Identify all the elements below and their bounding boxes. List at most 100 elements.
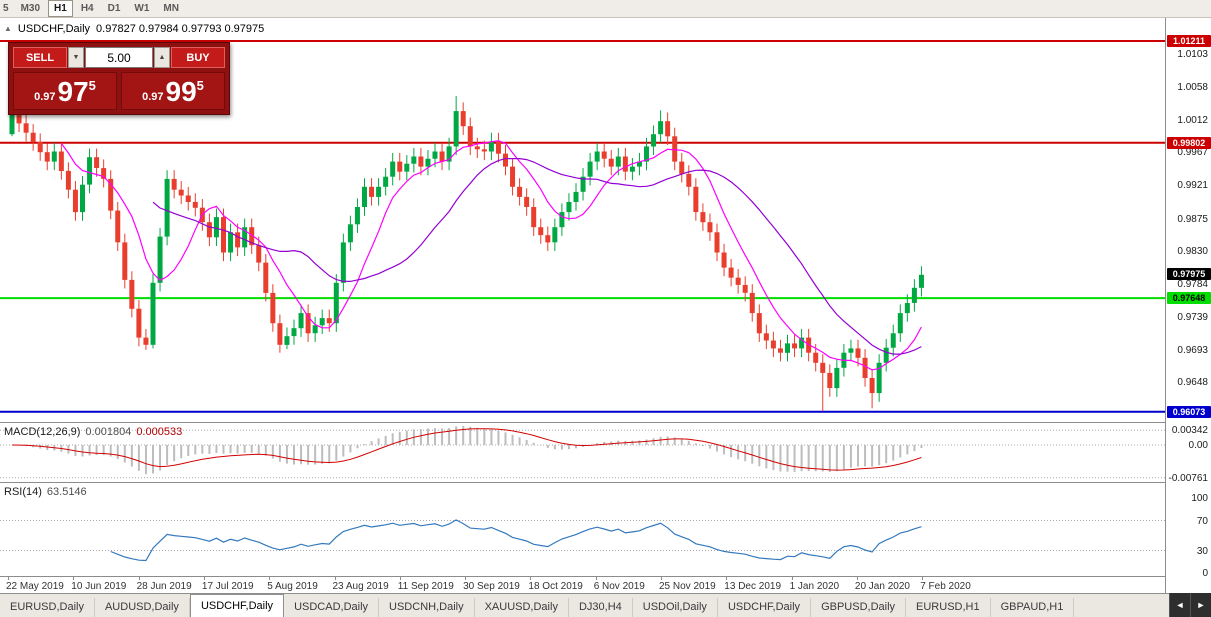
chart-tab-dj30-h4[interactable]: DJ30,H4 [569, 598, 633, 617]
panel-separator[interactable] [0, 576, 1211, 577]
date-tick [856, 577, 858, 580]
buy-price-display[interactable]: 0.97 99 5 [121, 72, 225, 110]
chart-tab-usdcnh-daily[interactable]: USDCNH,Daily [379, 598, 475, 617]
candles [9, 95, 924, 412]
date-label: 11 Sep 2019 [397, 581, 454, 592]
price-axis-label: 0.9784 [1177, 279, 1208, 291]
date-label: 30 Sep 2019 [463, 581, 520, 592]
macd-axis-label: 0.00 [1188, 440, 1208, 451]
timeframe-button-m30[interactable]: M30 [20, 3, 41, 14]
date-label: 18 Oct 2019 [528, 581, 583, 592]
macd-main-value: 0.001804 [85, 426, 132, 438]
one-click-trading-panel: SELL ▼ 5.00 ▲ BUY 0.97 97 5 0.97 99 5 [8, 42, 230, 115]
date-label: 28 Jun 2019 [136, 581, 192, 592]
time-axis[interactable]: 22 May 2019 10 Jun 2019 28 Jun 2019 17 Jul … [0, 577, 1165, 593]
volume-decrease-button[interactable]: ▼ [68, 47, 84, 68]
chart-tab-usdchf-daily[interactable]: USDCHF,Daily [189, 594, 285, 617]
buy-button[interactable]: BUY [171, 47, 225, 68]
date-tick [334, 577, 336, 580]
rsi-value: 63.5146 [46, 486, 87, 498]
price-axis-label: 0.9830 [1177, 246, 1208, 258]
tab-scroll-left-button[interactable]: ◄ [1169, 593, 1190, 617]
price-axis-label: 0.9875 [1177, 213, 1208, 225]
panel-separator[interactable] [0, 422, 1211, 423]
price-axis-label: 0.9648 [1177, 377, 1208, 389]
horizontal-level-lines [0, 40, 1165, 413]
date-label: 23 Aug 2019 [332, 581, 389, 592]
level-price-badge: 0.99802 [1167, 136, 1211, 149]
price-axis-label: 0.9967 [1177, 147, 1208, 159]
date-label: 6 Nov 2019 [593, 581, 645, 592]
sell-price-big-digits: 97 [57, 76, 89, 107]
date-tick [8, 577, 9, 580]
moving-average-lines [60, 140, 922, 371]
current-price-badge: 0.97975 [1167, 268, 1211, 281]
date-label: 1 Jan 2020 [789, 581, 840, 592]
chart-tab-eurusd-daily[interactable]: EURUSD,Daily [0, 598, 95, 617]
date-label: 10 Jun 2019 [71, 581, 127, 592]
one-click-trading-toggle-icon[interactable]: ▲ [4, 24, 12, 33]
chart-tab-usdchf-daily[interactable]: USDCHF,Daily [718, 598, 812, 617]
rsi-indicator-label: RSI(14) 63.5146 [4, 486, 87, 498]
macd-axis-label: -0.00761 [1168, 472, 1208, 484]
date-tick [595, 577, 597, 580]
sell-price-prefix: 0.97 [34, 91, 56, 103]
date-tick [530, 577, 532, 580]
spinner-up-icon: ▲ [158, 54, 166, 61]
timeframe-toolbar: 5 M30 H1 H4 D1 W1 MN [0, 0, 1211, 18]
chart-tab-xauusd-daily[interactable]: XAUUSD,Daily [475, 598, 569, 617]
date-tick [203, 577, 205, 580]
chart-ohlc-values: 0.97827 0.97984 0.97793 0.97975 [96, 23, 265, 35]
volume-increase-button[interactable]: ▲ [154, 47, 170, 68]
rsi-axis-label: 100 [1191, 493, 1208, 504]
tab-scroll-buttons: ◄ ► [1169, 593, 1211, 617]
macd-indicator-label: MACD(12,26,9) 0.001804 0.000533 [4, 426, 182, 438]
scroll-left-icon: ◄ [1175, 600, 1185, 610]
sell-price-display[interactable]: 0.97 97 5 [13, 72, 117, 110]
volume-input[interactable]: 5.00 [85, 47, 153, 68]
date-tick [73, 577, 75, 580]
scroll-right-icon: ► [1196, 600, 1206, 610]
chart-tab-bar: EURUSD,Daily AUDUSD,Daily USDCHF,Daily USDC… [0, 593, 1211, 617]
macd-panel[interactable] [0, 423, 1165, 482]
timeframe-button-mn[interactable]: MN [163, 3, 179, 14]
chart-title-row: ▲ USDCHF,Daily 0.97827 0.97984 0.97793 0… [4, 23, 264, 35]
price-axis-label: 0.9693 [1177, 344, 1208, 356]
date-tick [661, 577, 662, 580]
timeframe-button-5[interactable]: 5 [3, 3, 9, 14]
panel-separator[interactable] [0, 482, 1211, 483]
chart-tab-gbpusd-daily[interactable]: GBPUSD,Daily [811, 598, 907, 617]
timeframe-button-d1[interactable]: D1 [107, 3, 121, 14]
buy-price-prefix: 0.97 [142, 91, 164, 103]
price-axis-label: 1.0103 [1177, 49, 1208, 61]
price-axis-label: 0.9739 [1177, 311, 1208, 323]
macd-histogram [18, 426, 923, 475]
candlestick-chart[interactable] [0, 18, 1165, 422]
buy-price-big-digits: 99 [165, 76, 197, 107]
timeframe-button-w1[interactable]: W1 [134, 3, 150, 14]
date-label: 5 Aug 2019 [267, 581, 318, 592]
chart-tab-usdoil-daily[interactable]: USDOil,Daily [633, 598, 718, 617]
price-axis-label: 0.9921 [1177, 180, 1208, 192]
chart-tab-eurusd-h1[interactable]: EURUSD,H1 [906, 598, 991, 617]
date-tick [399, 577, 401, 580]
sell-price-pip-digit: 5 [88, 78, 96, 93]
level-price-badge: 0.96073 [1167, 405, 1211, 418]
sell-button[interactable]: SELL [13, 47, 67, 68]
date-label: 7 Feb 2020 [920, 581, 971, 592]
level-price-badge: 0.97648 [1167, 292, 1211, 305]
timeframe-button-h4[interactable]: H4 [80, 3, 94, 14]
chart-tab-usdcad-daily[interactable]: USDCAD,Daily [284, 598, 380, 617]
timeframe-button-h1[interactable]: H1 [48, 0, 73, 17]
rsi-panel[interactable] [0, 483, 1165, 576]
chart-window: ▲ USDCHF,Daily 0.97827 0.97984 0.97793 0… [0, 18, 1211, 593]
date-tick [465, 577, 467, 580]
rsi-axis-label: 70 [1196, 515, 1208, 527]
chart-tab-audusd-daily[interactable]: AUDUSD,Daily [95, 598, 190, 617]
chart-tab-gbpaud-h1[interactable]: GBPAUD,H1 [991, 598, 1075, 617]
date-label: 22 May 2019 [6, 581, 64, 592]
tab-scroll-right-button[interactable]: ► [1190, 593, 1211, 617]
price-axis[interactable]: 1.0103 1.0058 1.0012 0.9967 0.9921 0.9875 0.98… [1165, 18, 1211, 593]
spinner-down-icon: ▼ [72, 54, 80, 61]
